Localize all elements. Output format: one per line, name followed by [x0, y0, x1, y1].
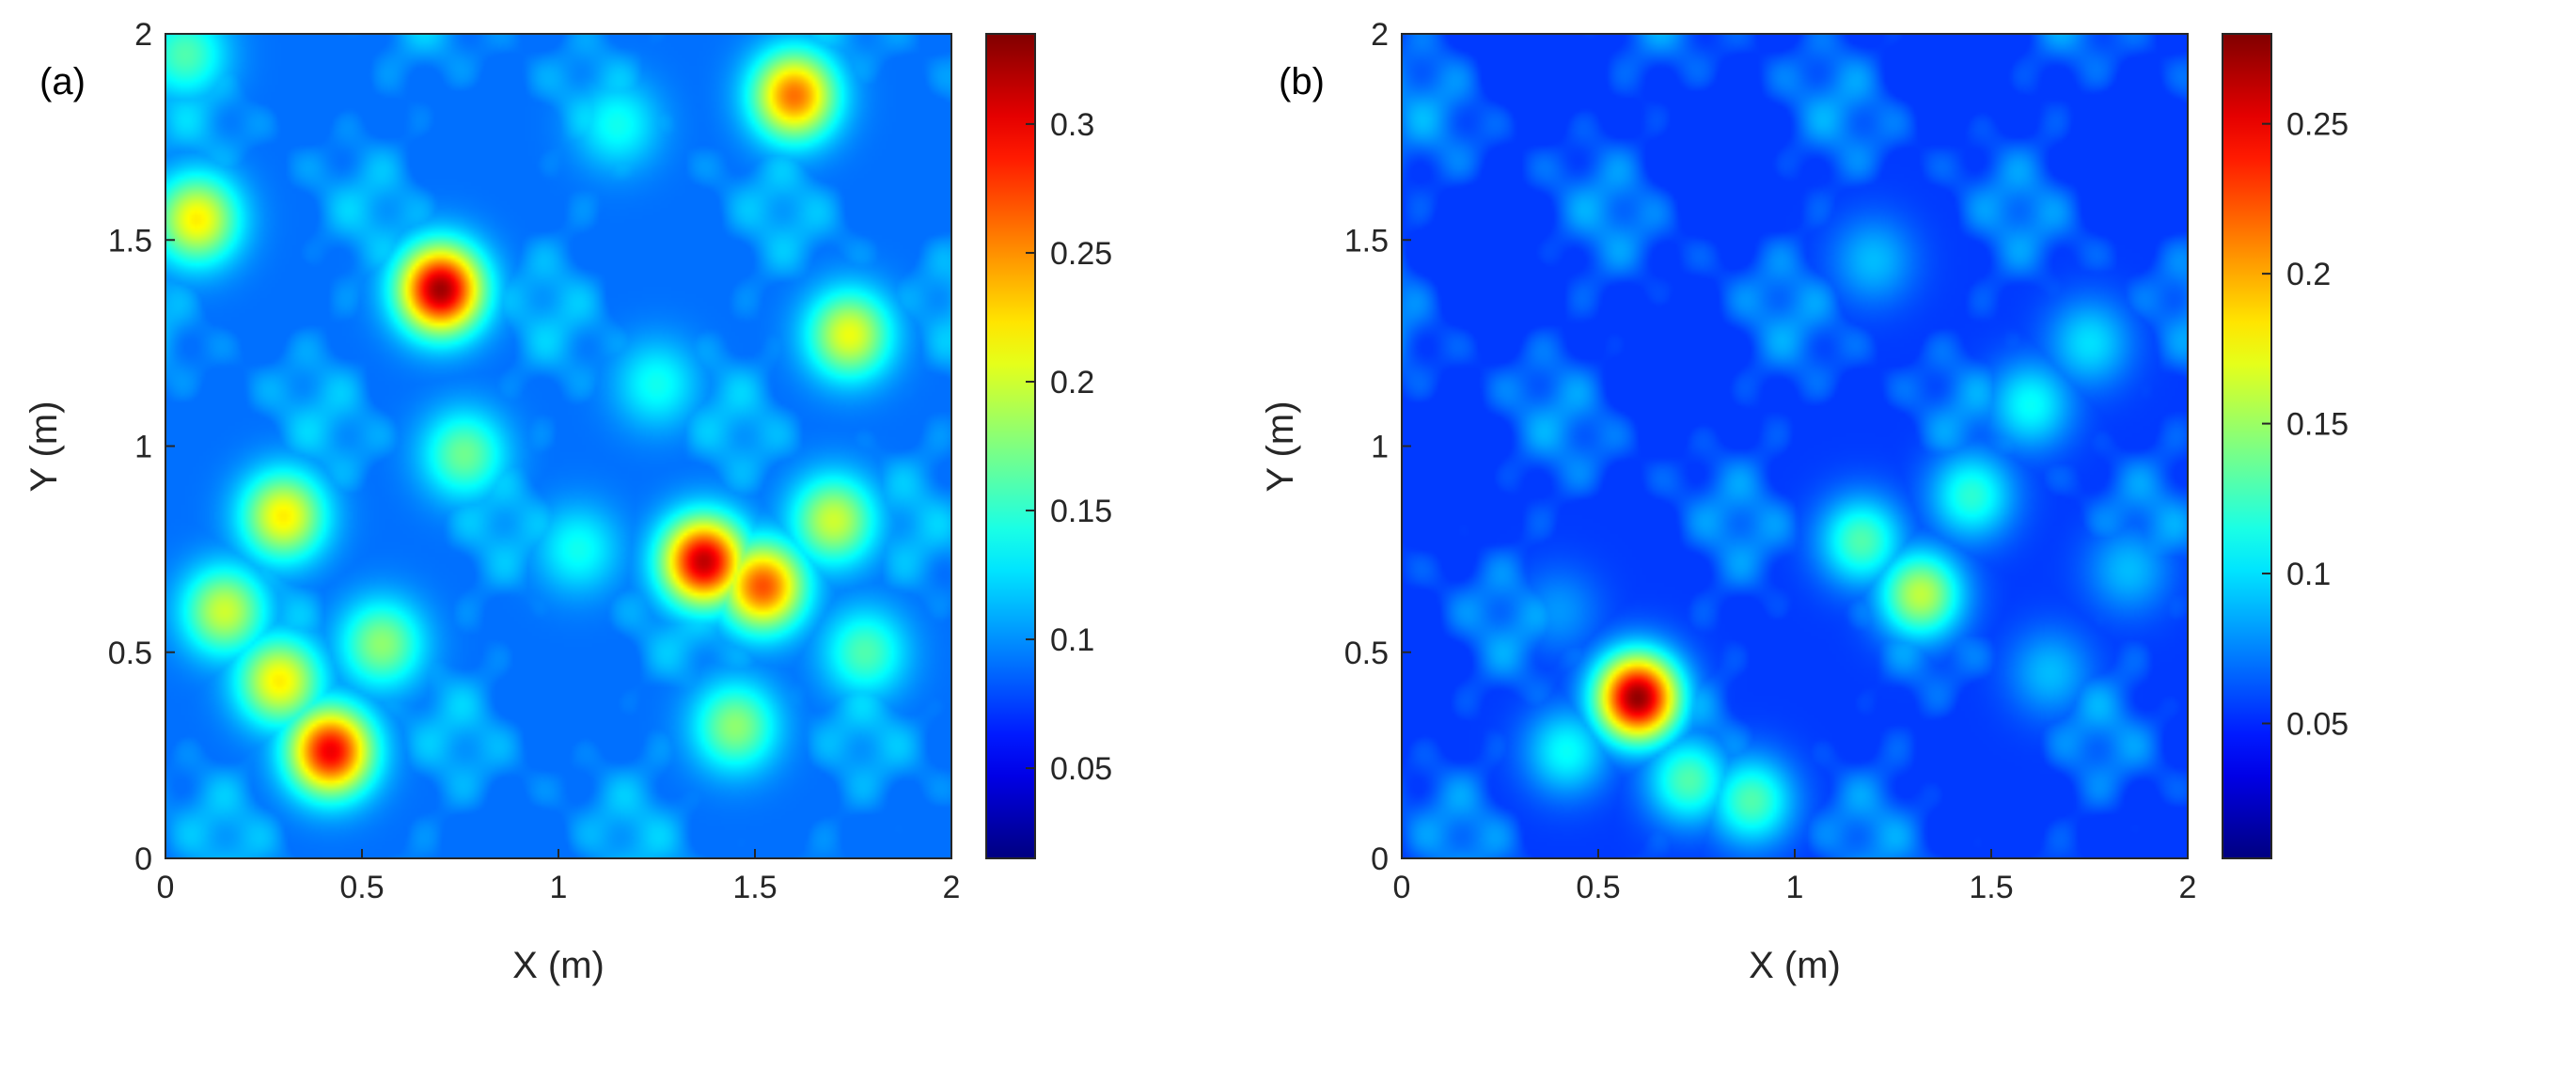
y-tick-label-a: 1.5: [108, 223, 152, 259]
colorbar-tick-label-a: 0.3: [1050, 107, 1094, 143]
colorbar-tick-label-a: 0.1: [1050, 622, 1094, 658]
x-axis-label-a: X (m): [512, 945, 605, 986]
colorbar-tick-label-b: 0.25: [2286, 107, 2348, 143]
y-tick-label-b: 0.5: [1344, 636, 1389, 671]
x-tick-label-b: 0.5: [1576, 870, 1620, 905]
colorbar-tick-label-a: 0.15: [1050, 494, 1112, 529]
x-ticks-b: 0 0.5 1 1.5 2: [1393, 849, 2197, 905]
y-tick-label-b: 0: [1371, 841, 1389, 877]
panel-b: (b) 0 0.5 1 1.5 2 0 0.5 1 1.5 2 X (m) Y (m) 0.05…: [1260, 17, 2348, 986]
heatmap-plot-b: [1402, 34, 2188, 858]
colorbar-tick-label-a: 0.2: [1050, 365, 1094, 401]
heatmap-plot-a: [165, 34, 951, 858]
y-tick-label-a: 2: [134, 17, 152, 53]
x-tick-label-a: 0: [157, 870, 175, 905]
x-tick-label-b: 2: [2179, 870, 2197, 905]
panel-label-a: (a): [39, 61, 86, 102]
y-ticks-a: 0 0.5 1 1.5 2: [108, 17, 175, 877]
y-tick-label-a: 1: [134, 430, 152, 465]
colorbar-tick-label-a: 0.25: [1050, 236, 1112, 272]
colorbar-tick-label-a: 0.05: [1050, 751, 1112, 787]
y-axis-label-a: Y (m): [24, 401, 65, 492]
y-tick-label-a: 0: [134, 841, 152, 877]
panel-label-b: (b): [1279, 61, 1325, 102]
colorbar-tick-label-b: 0.1: [2286, 557, 2331, 592]
x-tick-label-b: 1: [1786, 870, 1804, 905]
x-ticks-a: 0 0.5 1 1.5 2: [157, 849, 961, 905]
panel-a: (a) 0 0.5 1 1.5 2 0 0.5 1 1.5 2 X (m) Y (m) 0.05…: [24, 17, 1112, 986]
y-ticks-b: 0 0.5 1 1.5 2: [1344, 17, 1411, 877]
y-tick-label-b: 1: [1371, 430, 1389, 465]
heatmap-image-b: [1402, 34, 2188, 858]
y-tick-label-a: 0.5: [108, 636, 152, 671]
x-tick-label-a: 1: [550, 870, 568, 905]
x-axis-label-b: X (m): [1749, 945, 1841, 986]
heatmap-image-a: [165, 34, 951, 858]
colorbar-a: 0.05 0.1 0.15 0.2 0.25 0.3: [985, 33, 1112, 859]
colorbar-b: 0.05 0.1 0.15 0.2 0.25: [2222, 33, 2348, 859]
x-tick-label-a: 2: [943, 870, 961, 905]
x-tick-label-a: 1.5: [732, 870, 777, 905]
colorbar-tick-label-b: 0.05: [2286, 706, 2348, 742]
colorbar-tick-label-b: 0.15: [2286, 407, 2348, 443]
colorbar-tick-label-b: 0.2: [2286, 257, 2331, 292]
x-tick-label-b: 1.5: [1969, 870, 2013, 905]
y-axis-label-b: Y (m): [1260, 401, 1301, 492]
colorbar-gradient-a: [985, 33, 1036, 859]
y-tick-label-b: 1.5: [1344, 223, 1389, 259]
colorbar-gradient-b: [2222, 33, 2272, 859]
y-tick-label-b: 2: [1371, 17, 1389, 53]
x-tick-label-a: 0.5: [339, 870, 384, 905]
x-tick-label-b: 0: [1393, 870, 1411, 905]
